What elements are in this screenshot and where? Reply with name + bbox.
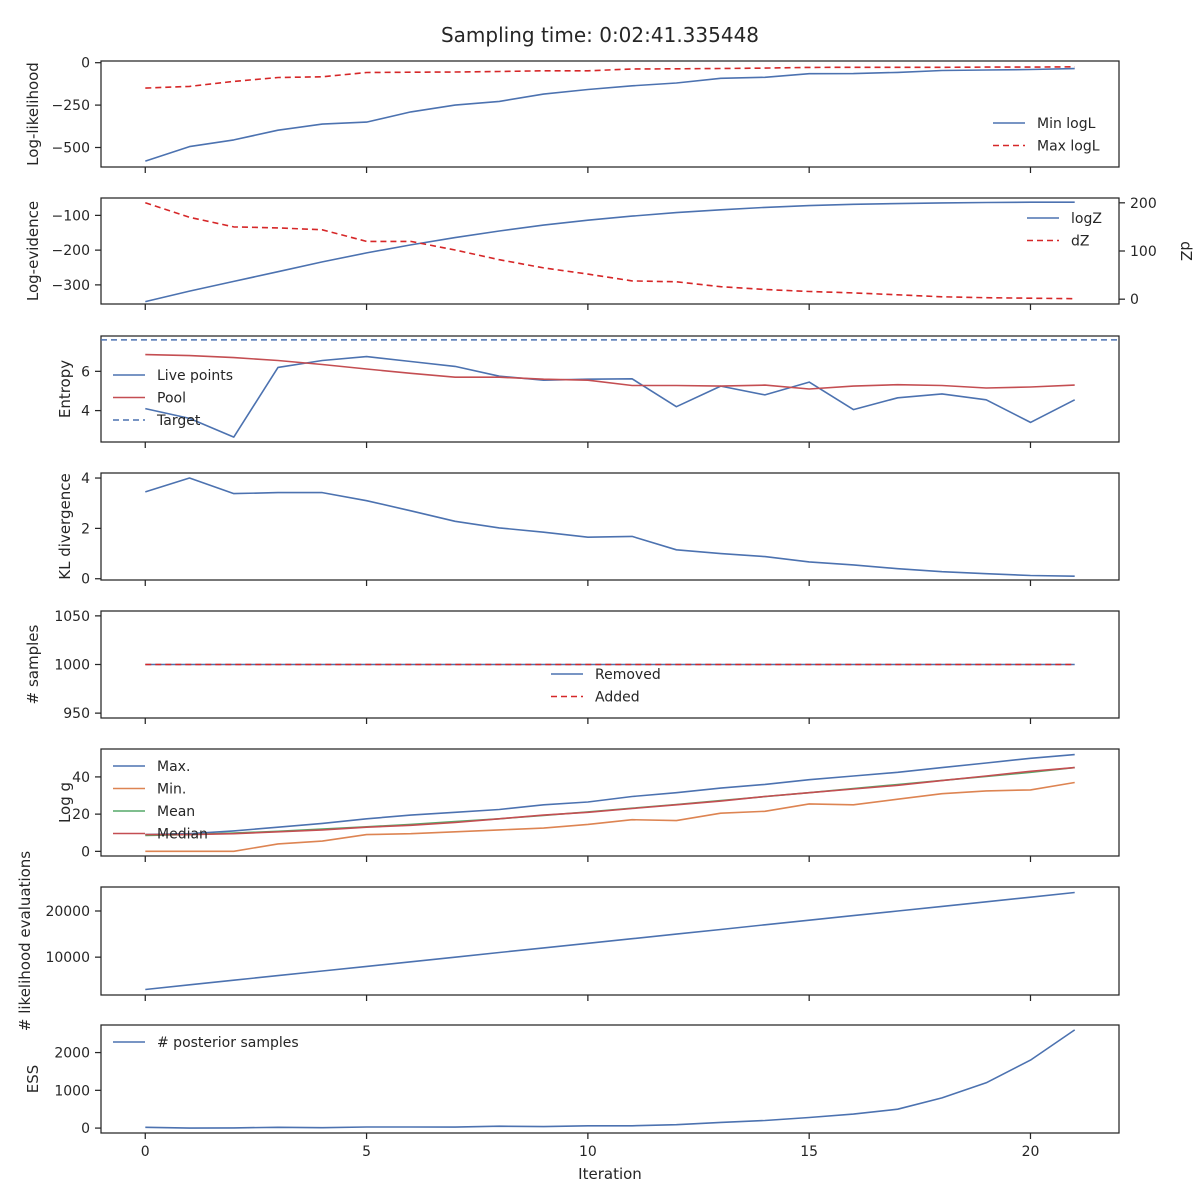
- legend-live-points-label: Live points: [157, 368, 233, 384]
- series-min-logl-line: [145, 67, 1075, 162]
- legend-min-logl-label: Min logL: [1037, 116, 1096, 132]
- x-tick-label: 15: [800, 1144, 818, 1160]
- series-posterior-samples-line: [145, 1029, 1076, 1129]
- subplot-4: 4 2 0 KL divergence: [56, 471, 1120, 588]
- y-tick-label: −200: [52, 243, 90, 259]
- x-tick-label: 20: [1022, 1144, 1040, 1160]
- legend-pool-label: Pool: [157, 391, 186, 407]
- y-axis-label: # samples: [24, 624, 42, 704]
- legend-added-label: Added: [595, 690, 640, 706]
- y-tick-label: 0: [81, 572, 90, 588]
- y-tick-label: 1000: [54, 1083, 90, 1099]
- y-axis-label: Entropy: [56, 360, 74, 418]
- y-tick-label: 4: [81, 471, 90, 487]
- figure-title: Sampling time: 0:02:41.335448: [441, 23, 759, 47]
- series-dz-line: [145, 202, 1075, 300]
- x-tick-label: 0: [141, 1144, 150, 1160]
- legend-min-label: Min.: [157, 782, 186, 798]
- series-median-line: [145, 766, 1075, 836]
- y-tick-label: 950: [63, 706, 90, 722]
- y-tick-label: 0: [81, 56, 90, 72]
- y-tick-label: −250: [52, 98, 90, 114]
- plot-area: [101, 339, 1119, 438]
- series-series-line: [145, 891, 1075, 991]
- plot-area: [145, 1029, 1076, 1129]
- y-tick-label: 40: [72, 770, 90, 786]
- axes-frame: [100, 60, 1120, 168]
- y-tick-label: 2: [81, 521, 90, 537]
- y-tick-label: 0: [81, 1121, 90, 1137]
- series-max-line: [145, 753, 1075, 836]
- y-tick-label: 1050: [54, 609, 90, 625]
- legend: Min logL Max logL: [993, 116, 1100, 155]
- axes-frame: [100, 335, 1120, 443]
- series-live-points-line: [145, 355, 1076, 438]
- y-tick-label: 1000: [54, 658, 90, 674]
- legend-logz-label: logZ: [1071, 211, 1102, 227]
- axes-frame: [100, 197, 1120, 305]
- y-tick-label: 2000: [54, 1046, 90, 1062]
- y-tick-label: 20000: [45, 904, 90, 920]
- y-tick-label: 4: [81, 404, 90, 420]
- subplot-1: 0 −250 −500 Log-likelihood Min logL Max logL: [24, 56, 1120, 173]
- series-min-line: [145, 781, 1075, 853]
- plot-area: [145, 891, 1075, 991]
- y2-tick-label: 100: [1130, 244, 1157, 260]
- legend-posterior-samples-label: # posterior samples: [157, 1035, 299, 1051]
- y-axis-label: KL divergence: [56, 473, 74, 579]
- plot-area: [145, 477, 1075, 577]
- legend-mean-label: Mean: [157, 804, 195, 820]
- y-axis-label: Log g: [56, 782, 74, 823]
- y-tick-label: 6: [81, 364, 90, 380]
- plot-area: [145, 201, 1075, 303]
- y-axis-label: Log-likelihood: [24, 62, 42, 166]
- y2-tick-label: 0: [1130, 292, 1139, 308]
- y-axis-label: Log-evidence: [24, 201, 42, 301]
- series-logz-line: [145, 201, 1075, 303]
- series-pool-line: [145, 353, 1075, 390]
- subplot-2: −100 −200 −300 200 100 0 dZ Log-evidence logZ dZ: [24, 196, 1195, 310]
- legend: Removed Added: [551, 667, 661, 706]
- legend: # posterior samples: [113, 1035, 299, 1051]
- plot-area: [145, 66, 1075, 162]
- subplot-5: 1050 1000 950 # samples Removed Added: [24, 609, 1120, 724]
- legend-target-label: Target: [156, 413, 201, 429]
- legend-dz-label: dZ: [1071, 234, 1089, 250]
- y-tick-label: 10000: [45, 950, 90, 966]
- axes-frame: [100, 1024, 1120, 1134]
- series-series-line: [145, 477, 1075, 577]
- legend-max-label: Max.: [157, 759, 190, 775]
- y-axis-label: ESS: [24, 1065, 42, 1094]
- legend: Live points Pool Target: [113, 368, 233, 429]
- x-tick-label: 5: [362, 1144, 371, 1160]
- series-max-logl-line: [145, 66, 1075, 89]
- subplot-3: 6 4 Entropy Live points Pool Target: [56, 335, 1120, 448]
- axes-frame: [100, 472, 1120, 581]
- y-tick-label: 0: [81, 844, 90, 860]
- subplot-8: 2000 1000 0 ESS # posterior samples: [24, 1024, 1120, 1139]
- legend-max-logl-label: Max logL: [1037, 139, 1100, 155]
- y2-tick-label: 200: [1130, 196, 1157, 212]
- y-tick-label: −300: [52, 278, 90, 294]
- subplots: 0 −250 −500 Log-likelihood Min logL Max logL −…: [16, 56, 1195, 1139]
- x-axis: 0 5 10 15 20 Iteration: [141, 1144, 1040, 1183]
- x-axis-label: Iteration: [578, 1165, 642, 1183]
- plot-area: [145, 753, 1075, 853]
- y-axis-label: # likelihood evaluations: [16, 851, 34, 1031]
- legend-removed-label: Removed: [595, 667, 661, 683]
- legend: logZ dZ: [1027, 211, 1102, 250]
- subplot-7: 20000 10000 # likelihood evaluations: [16, 851, 1120, 1031]
- y-tick-label: −100: [52, 208, 90, 224]
- y2-axis-label: dZ: [1177, 241, 1195, 261]
- subplot-6: 40 20 0 Log g Max. Min. Mean Median: [56, 748, 1120, 862]
- x-tick-label: 10: [579, 1144, 597, 1160]
- y-tick-label: 20: [72, 807, 90, 823]
- legend-median-label: Median: [157, 827, 208, 843]
- legend: Max. Min. Mean Median: [113, 759, 208, 843]
- y-tick-label: −500: [52, 140, 90, 156]
